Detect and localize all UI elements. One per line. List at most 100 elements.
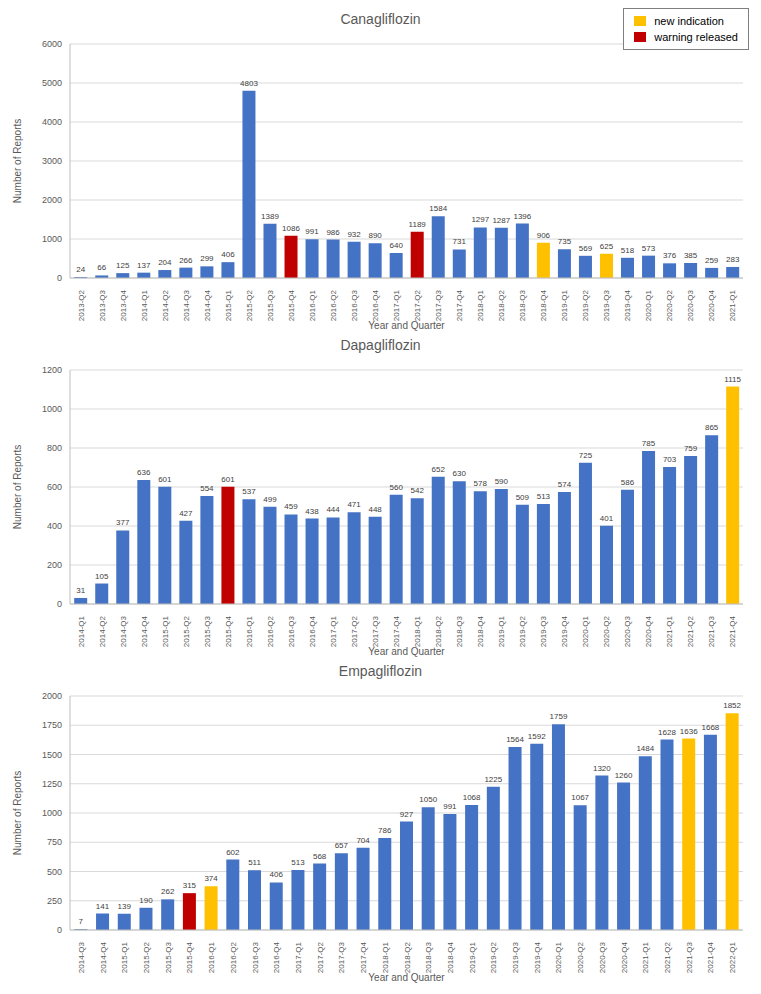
- svg-text:600: 600: [47, 482, 62, 492]
- svg-text:2019-Q2: 2019-Q2: [518, 615, 527, 647]
- svg-text:1287: 1287: [492, 216, 510, 225]
- svg-text:299: 299: [200, 254, 214, 263]
- svg-text:652: 652: [432, 465, 446, 474]
- svg-text:2016-Q1: 2016-Q1: [245, 615, 254, 647]
- svg-text:2018-Q1: 2018-Q1: [476, 289, 485, 321]
- svg-text:2015-Q2: 2015-Q2: [142, 941, 151, 973]
- svg-text:190: 190: [139, 896, 153, 905]
- svg-text:1389: 1389: [261, 212, 279, 221]
- svg-text:250: 250: [47, 896, 62, 906]
- svg-text:2019-Q2: 2019-Q2: [489, 941, 498, 973]
- svg-text:1584: 1584: [429, 204, 447, 213]
- svg-text:2016-Q3: 2016-Q3: [251, 941, 260, 973]
- svg-text:2014-Q1: 2014-Q1: [77, 615, 86, 647]
- svg-text:800: 800: [47, 443, 62, 453]
- svg-text:630: 630: [453, 469, 467, 478]
- svg-text:376: 376: [663, 251, 677, 260]
- svg-text:735: 735: [558, 237, 572, 246]
- svg-text:1636: 1636: [680, 727, 698, 736]
- svg-text:125: 125: [116, 261, 130, 270]
- svg-text:986: 986: [326, 228, 340, 237]
- svg-text:2000: 2000: [42, 691, 62, 701]
- svg-text:568: 568: [313, 852, 327, 861]
- svg-text:2020-Q2: 2020-Q2: [576, 941, 585, 973]
- svg-text:890: 890: [368, 231, 382, 240]
- svg-text:1759: 1759: [550, 712, 568, 721]
- svg-text:2020-Q1: 2020-Q1: [581, 615, 590, 647]
- svg-text:1086: 1086: [282, 224, 300, 233]
- svg-text:2015-Q3: 2015-Q3: [266, 289, 275, 321]
- svg-text:2015-Q4: 2015-Q4: [185, 941, 194, 973]
- svg-text:31: 31: [76, 586, 85, 595]
- svg-text:406: 406: [270, 870, 284, 879]
- svg-text:574: 574: [558, 480, 572, 489]
- svg-text:2018-Q2: 2018-Q2: [434, 615, 443, 647]
- svg-text:1260: 1260: [615, 771, 633, 780]
- svg-text:640: 640: [389, 241, 403, 250]
- svg-text:2014-Q4: 2014-Q4: [203, 289, 212, 321]
- svg-text:2021-Q4: 2021-Q4: [728, 615, 737, 647]
- svg-text:438: 438: [305, 507, 319, 516]
- svg-text:427: 427: [179, 509, 193, 518]
- svg-text:586: 586: [621, 478, 635, 487]
- svg-text:2018-Q3: 2018-Q3: [455, 615, 464, 647]
- svg-text:2016-Q1: 2016-Q1: [207, 941, 216, 973]
- svg-text:2019-Q3: 2019-Q3: [602, 289, 611, 321]
- svg-text:2020-Q1: 2020-Q1: [554, 941, 563, 973]
- svg-text:Number of Reports: Number of Reports: [12, 445, 23, 529]
- svg-text:2021-Q1: 2021-Q1: [665, 615, 674, 647]
- svg-text:259: 259: [705, 256, 719, 265]
- svg-text:0: 0: [57, 599, 62, 609]
- svg-text:569: 569: [579, 244, 593, 253]
- svg-text:2014-Q2: 2014-Q2: [98, 615, 107, 647]
- svg-text:513: 513: [537, 492, 551, 501]
- svg-text:537: 537: [242, 487, 256, 496]
- svg-text:601: 601: [158, 475, 172, 484]
- svg-text:2019-Q4: 2019-Q4: [623, 289, 632, 321]
- svg-text:2019-Q4: 2019-Q4: [533, 941, 542, 973]
- svg-text:542: 542: [411, 486, 425, 495]
- svg-text:1115: 1115: [724, 375, 741, 384]
- svg-text:704: 704: [356, 836, 370, 845]
- svg-text:636: 636: [137, 468, 151, 477]
- svg-text:1297: 1297: [471, 215, 489, 224]
- svg-text:1000: 1000: [42, 404, 62, 414]
- svg-text:2016-Q2: 2016-Q2: [229, 941, 238, 973]
- svg-text:2013-Q3: 2013-Q3: [98, 289, 107, 321]
- svg-text:262: 262: [161, 887, 175, 896]
- svg-text:2020-Q3: 2020-Q3: [598, 941, 607, 973]
- svg-text:2014-Q3: 2014-Q3: [182, 289, 191, 321]
- svg-text:283: 283: [726, 255, 740, 264]
- svg-text:1050: 1050: [419, 795, 437, 804]
- svg-text:991: 991: [443, 802, 457, 811]
- svg-text:703: 703: [663, 455, 677, 464]
- svg-text:1852: 1852: [723, 701, 741, 710]
- svg-text:2019-Q1: 2019-Q1: [468, 941, 477, 973]
- svg-text:2021-Q1: 2021-Q1: [728, 289, 737, 321]
- svg-text:2019-Q3: 2019-Q3: [511, 941, 520, 973]
- svg-text:785: 785: [642, 439, 656, 448]
- svg-text:2016-Q4: 2016-Q4: [308, 615, 317, 647]
- svg-text:2016-Q4: 2016-Q4: [272, 941, 281, 973]
- svg-text:2015-Q1: 2015-Q1: [224, 289, 233, 321]
- svg-text:24: 24: [76, 265, 85, 274]
- svg-text:137: 137: [137, 261, 151, 270]
- svg-text:2016-Q3: 2016-Q3: [287, 615, 296, 647]
- svg-text:2015-Q4: 2015-Q4: [287, 289, 296, 321]
- svg-text:513: 513: [291, 858, 305, 867]
- svg-text:725: 725: [579, 451, 593, 460]
- svg-text:2014-Q4: 2014-Q4: [140, 615, 149, 647]
- svg-text:927: 927: [400, 810, 414, 819]
- svg-text:2021-Q2: 2021-Q2: [686, 615, 695, 647]
- svg-text:499: 499: [263, 495, 277, 504]
- svg-text:906: 906: [537, 231, 551, 240]
- svg-text:2014-Q4: 2014-Q4: [99, 941, 108, 973]
- svg-text:Number of Reports: Number of Reports: [12, 119, 23, 203]
- svg-text:602: 602: [226, 848, 240, 857]
- svg-text:560: 560: [389, 483, 403, 492]
- svg-text:105: 105: [95, 572, 109, 581]
- svg-text:2015-Q2: 2015-Q2: [182, 615, 191, 647]
- svg-text:2021-Q3: 2021-Q3: [685, 941, 694, 973]
- svg-text:66: 66: [97, 263, 106, 272]
- svg-text:444: 444: [326, 505, 340, 514]
